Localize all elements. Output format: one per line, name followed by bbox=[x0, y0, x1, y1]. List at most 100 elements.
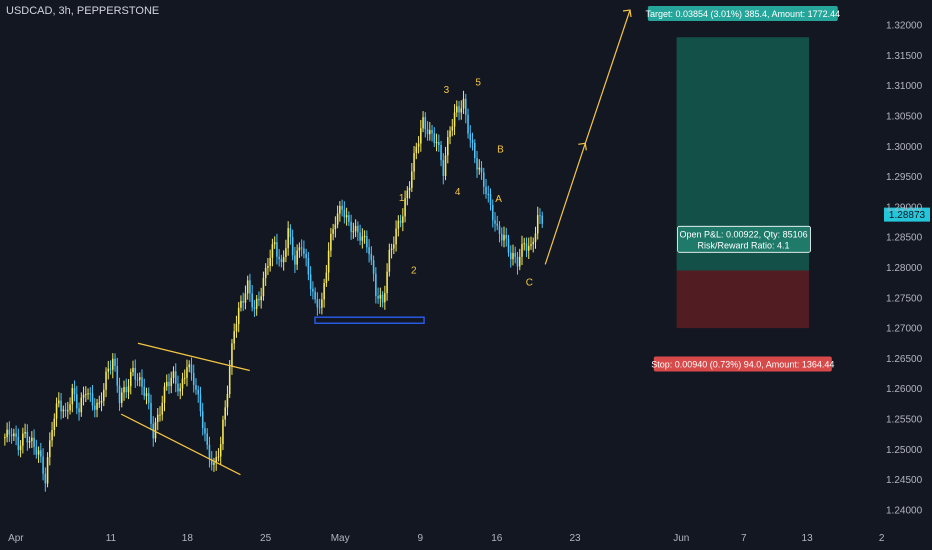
candle-body bbox=[451, 126, 454, 131]
candle-body bbox=[67, 410, 69, 412]
y-tick-label: 1.32000 bbox=[886, 21, 923, 32]
candle-body bbox=[287, 228, 289, 249]
arrow-head bbox=[578, 142, 587, 151]
candle-body bbox=[473, 142, 476, 159]
candle-body bbox=[13, 433, 15, 437]
candle-body bbox=[372, 260, 375, 274]
wave-label: 4 bbox=[455, 187, 461, 198]
candle-body bbox=[361, 236, 364, 241]
candle-body bbox=[55, 403, 58, 419]
x-tick-label: 7 bbox=[741, 533, 747, 544]
candle-body bbox=[390, 248, 393, 250]
candle-body bbox=[76, 394, 78, 409]
candle-body bbox=[210, 459, 213, 465]
candle-body bbox=[24, 431, 26, 434]
candle-body bbox=[224, 407, 226, 420]
candle-body bbox=[8, 429, 11, 435]
candle-body bbox=[280, 259, 283, 263]
candle-body bbox=[215, 457, 217, 463]
wedge-trendline bbox=[137, 342, 250, 372]
candle-body bbox=[375, 273, 377, 297]
candle-body bbox=[348, 215, 350, 222]
candle-body bbox=[509, 252, 512, 260]
candle-body bbox=[147, 393, 150, 403]
candle-body bbox=[237, 307, 240, 325]
candle-body bbox=[94, 405, 96, 410]
y-tick-label: 1.30500 bbox=[886, 112, 923, 123]
candle-body bbox=[262, 278, 265, 297]
candle-body bbox=[98, 402, 101, 404]
candle-body bbox=[143, 386, 146, 397]
candle-body bbox=[35, 446, 38, 455]
candle-body bbox=[258, 298, 260, 301]
candle-body bbox=[420, 128, 422, 144]
candle-body bbox=[498, 225, 501, 234]
candle-body bbox=[366, 235, 368, 248]
current-price-text: 1.28873 bbox=[889, 210, 926, 221]
candle-body bbox=[291, 237, 294, 256]
candle-body bbox=[114, 358, 116, 367]
candle-body bbox=[429, 130, 431, 135]
candle-body bbox=[357, 225, 359, 233]
candle-body bbox=[33, 437, 35, 447]
y-tick-label: 1.29500 bbox=[886, 172, 923, 183]
candle-body bbox=[82, 394, 85, 398]
x-axis: Apr 11 18 25 May 9 16 23 Jun 7 13 2 bbox=[8, 533, 885, 544]
candle-body bbox=[4, 437, 6, 439]
candle-body bbox=[456, 106, 458, 113]
candle-body bbox=[478, 167, 481, 170]
position-label-line1: Open P&L: 0.00922, Qty: 85106 bbox=[680, 229, 808, 239]
x-tick-label: Apr bbox=[8, 533, 24, 544]
candle-body bbox=[85, 394, 87, 396]
candle-body bbox=[541, 215, 544, 224]
candle-body bbox=[58, 400, 60, 404]
y-tick-label: 1.26500 bbox=[886, 354, 923, 365]
wave-label: A bbox=[495, 194, 502, 205]
candle-body bbox=[384, 293, 386, 303]
candle-body bbox=[168, 381, 170, 387]
candle-body bbox=[343, 209, 346, 218]
candle-body bbox=[37, 450, 40, 455]
candle-body bbox=[260, 296, 262, 301]
candle-body bbox=[161, 402, 164, 415]
current-price-bg bbox=[884, 207, 930, 222]
candle-body bbox=[222, 419, 224, 445]
stop-zone bbox=[676, 270, 809, 329]
candle-body bbox=[188, 364, 191, 368]
wave-label: C bbox=[526, 278, 533, 289]
position-label-bg bbox=[677, 225, 811, 253]
candle-body bbox=[312, 288, 314, 292]
candle-body bbox=[417, 143, 420, 147]
candle-body bbox=[91, 393, 94, 406]
x-tick-label: 23 bbox=[569, 533, 581, 544]
candle-body bbox=[163, 386, 166, 403]
candle-body bbox=[240, 300, 242, 308]
candle-body bbox=[64, 409, 67, 411]
y-tick-label: 1.25000 bbox=[886, 445, 923, 456]
wave-label: 5 bbox=[475, 78, 481, 89]
support-zone-box bbox=[314, 316, 425, 324]
candle-body bbox=[307, 258, 310, 275]
candle-body bbox=[431, 130, 433, 134]
y-tick-label: 1.27500 bbox=[886, 293, 923, 304]
candle-body bbox=[282, 257, 285, 263]
candle-body bbox=[177, 383, 179, 392]
candle-body bbox=[206, 433, 208, 445]
candle-body bbox=[96, 402, 98, 410]
candle-body bbox=[145, 393, 148, 397]
wave-label: 3 bbox=[444, 85, 450, 96]
candle-body bbox=[530, 244, 532, 246]
candle-body bbox=[397, 220, 400, 229]
candle-body bbox=[352, 231, 355, 233]
candle-body bbox=[107, 368, 110, 372]
candle-body bbox=[345, 215, 348, 218]
candle-body bbox=[264, 267, 267, 279]
position-label: Open P&L: 0.00922, Qty: 85106Risk/Reward… bbox=[677, 225, 811, 253]
candle-body bbox=[46, 457, 49, 484]
candle-body bbox=[413, 152, 415, 172]
candle-body bbox=[296, 250, 298, 265]
candle-body bbox=[181, 378, 184, 389]
candle-body bbox=[487, 193, 490, 195]
y-tick-label: 1.24000 bbox=[886, 505, 923, 516]
